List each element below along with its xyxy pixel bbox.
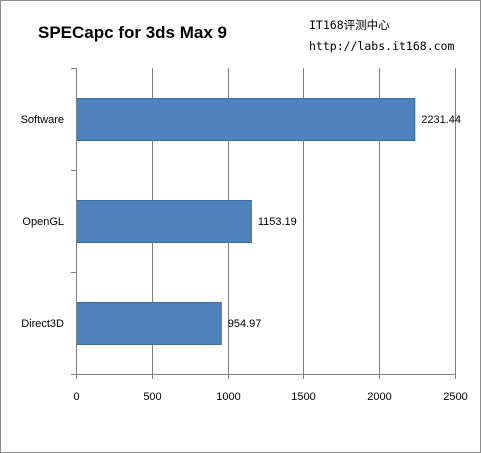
x-tick-label: 2000 — [367, 391, 391, 403]
data-label: 2231.44 — [421, 114, 461, 126]
bar-opengl — [76, 200, 252, 243]
data-label: 1153.19 — [258, 216, 297, 228]
category-label: OpenGL — [22, 216, 64, 228]
x-tick-label: 2500 — [443, 391, 467, 403]
bars — [76, 98, 416, 345]
data-label: 954.97 — [228, 318, 262, 330]
category-label: Software — [21, 114, 64, 126]
labels: 0 500 1000 1500 2000 2500 Software 2231.44 OpenG… — [21, 114, 468, 403]
category-label: Direct3D — [21, 318, 64, 330]
axes — [71, 68, 456, 379]
x-tick-label: 1500 — [291, 391, 315, 403]
bar-direct3d — [76, 302, 222, 345]
chart-title: SPECapc for 3ds Max 9 — [38, 23, 227, 42]
x-tick-label: 500 — [143, 391, 161, 403]
watermark-url: http://labs.it168.com — [309, 39, 454, 53]
x-tick-label: 1000 — [216, 391, 240, 403]
x-tick-label: 0 — [73, 391, 79, 403]
watermark-label: IT168评测中心 — [309, 18, 390, 32]
bar-software — [76, 98, 416, 141]
